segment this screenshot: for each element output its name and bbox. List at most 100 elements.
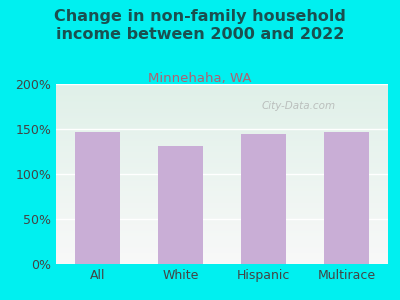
Bar <box>56 256 388 257</box>
Bar <box>56 145 388 146</box>
Bar <box>56 185 388 186</box>
Bar <box>56 144 388 145</box>
Bar <box>56 247 388 248</box>
Bar <box>56 120 388 121</box>
Bar <box>56 208 388 209</box>
Text: Minnehaha, WA: Minnehaha, WA <box>148 72 252 85</box>
Bar <box>56 230 388 231</box>
Bar <box>56 216 388 217</box>
Bar <box>56 180 388 181</box>
Bar <box>56 86 388 87</box>
Bar <box>56 205 388 206</box>
Bar <box>56 158 388 159</box>
Bar <box>56 246 388 247</box>
Bar <box>56 108 388 109</box>
Bar <box>56 99 388 100</box>
Bar <box>56 234 388 235</box>
Bar <box>56 169 388 170</box>
Bar <box>56 239 388 240</box>
Bar <box>56 126 388 127</box>
Bar <box>56 222 388 223</box>
Bar <box>56 250 388 251</box>
Bar <box>56 192 388 193</box>
Bar <box>56 231 388 232</box>
Bar <box>56 137 388 138</box>
Bar <box>56 174 388 175</box>
Bar <box>56 253 388 254</box>
Bar <box>56 98 388 99</box>
Bar <box>56 142 388 143</box>
Bar <box>56 182 388 183</box>
Bar <box>56 219 388 220</box>
Bar <box>56 140 388 141</box>
Bar <box>56 237 388 238</box>
Bar <box>56 210 388 211</box>
Bar <box>56 107 388 108</box>
Bar <box>56 100 388 101</box>
Bar <box>56 241 388 242</box>
Bar <box>56 84 388 85</box>
Bar <box>56 243 388 244</box>
Bar <box>56 204 388 205</box>
Bar <box>56 179 388 180</box>
Bar <box>56 214 388 215</box>
Bar <box>56 235 388 236</box>
Bar <box>56 155 388 156</box>
Bar <box>56 139 388 140</box>
Bar <box>56 183 388 184</box>
Bar <box>56 207 388 208</box>
Bar <box>56 141 388 142</box>
Bar <box>56 202 388 203</box>
Bar <box>56 223 388 224</box>
Bar <box>56 242 388 243</box>
Bar <box>56 262 388 263</box>
Bar <box>56 261 388 262</box>
Bar <box>56 218 388 219</box>
Bar <box>56 258 388 259</box>
Bar <box>56 134 388 135</box>
Bar <box>56 121 388 122</box>
Bar <box>56 123 388 124</box>
Bar <box>56 109 388 110</box>
Bar <box>56 171 388 172</box>
Bar <box>56 101 388 102</box>
Bar <box>56 195 388 196</box>
Bar <box>56 236 388 237</box>
Bar <box>241 134 286 264</box>
Bar <box>75 132 120 264</box>
Bar <box>56 118 388 119</box>
Bar <box>56 213 388 214</box>
Bar <box>56 251 388 252</box>
Bar <box>56 240 388 241</box>
Bar <box>56 193 388 194</box>
Bar <box>56 149 388 150</box>
Bar <box>56 95 388 96</box>
Bar <box>56 164 388 165</box>
Bar <box>324 132 369 264</box>
Bar <box>56 263 388 264</box>
Bar <box>56 190 388 191</box>
Bar <box>56 85 388 86</box>
Bar <box>56 254 388 255</box>
Bar <box>56 90 388 91</box>
Bar <box>56 163 388 164</box>
Bar <box>56 93 388 94</box>
Bar <box>56 260 388 261</box>
Bar <box>56 194 388 195</box>
Bar <box>56 128 388 129</box>
Text: City-Data.com: City-Data.com <box>261 100 336 111</box>
Bar <box>56 160 388 161</box>
Bar <box>56 226 388 227</box>
Bar <box>56 160 388 161</box>
Bar <box>158 146 203 264</box>
Bar <box>56 166 388 167</box>
Bar <box>56 188 388 189</box>
Bar <box>56 197 388 198</box>
Bar <box>56 199 388 200</box>
Bar <box>56 159 388 160</box>
Bar <box>56 206 388 207</box>
Bar <box>56 233 388 234</box>
Bar <box>56 217 388 218</box>
Bar <box>56 229 388 230</box>
Bar <box>56 116 388 117</box>
